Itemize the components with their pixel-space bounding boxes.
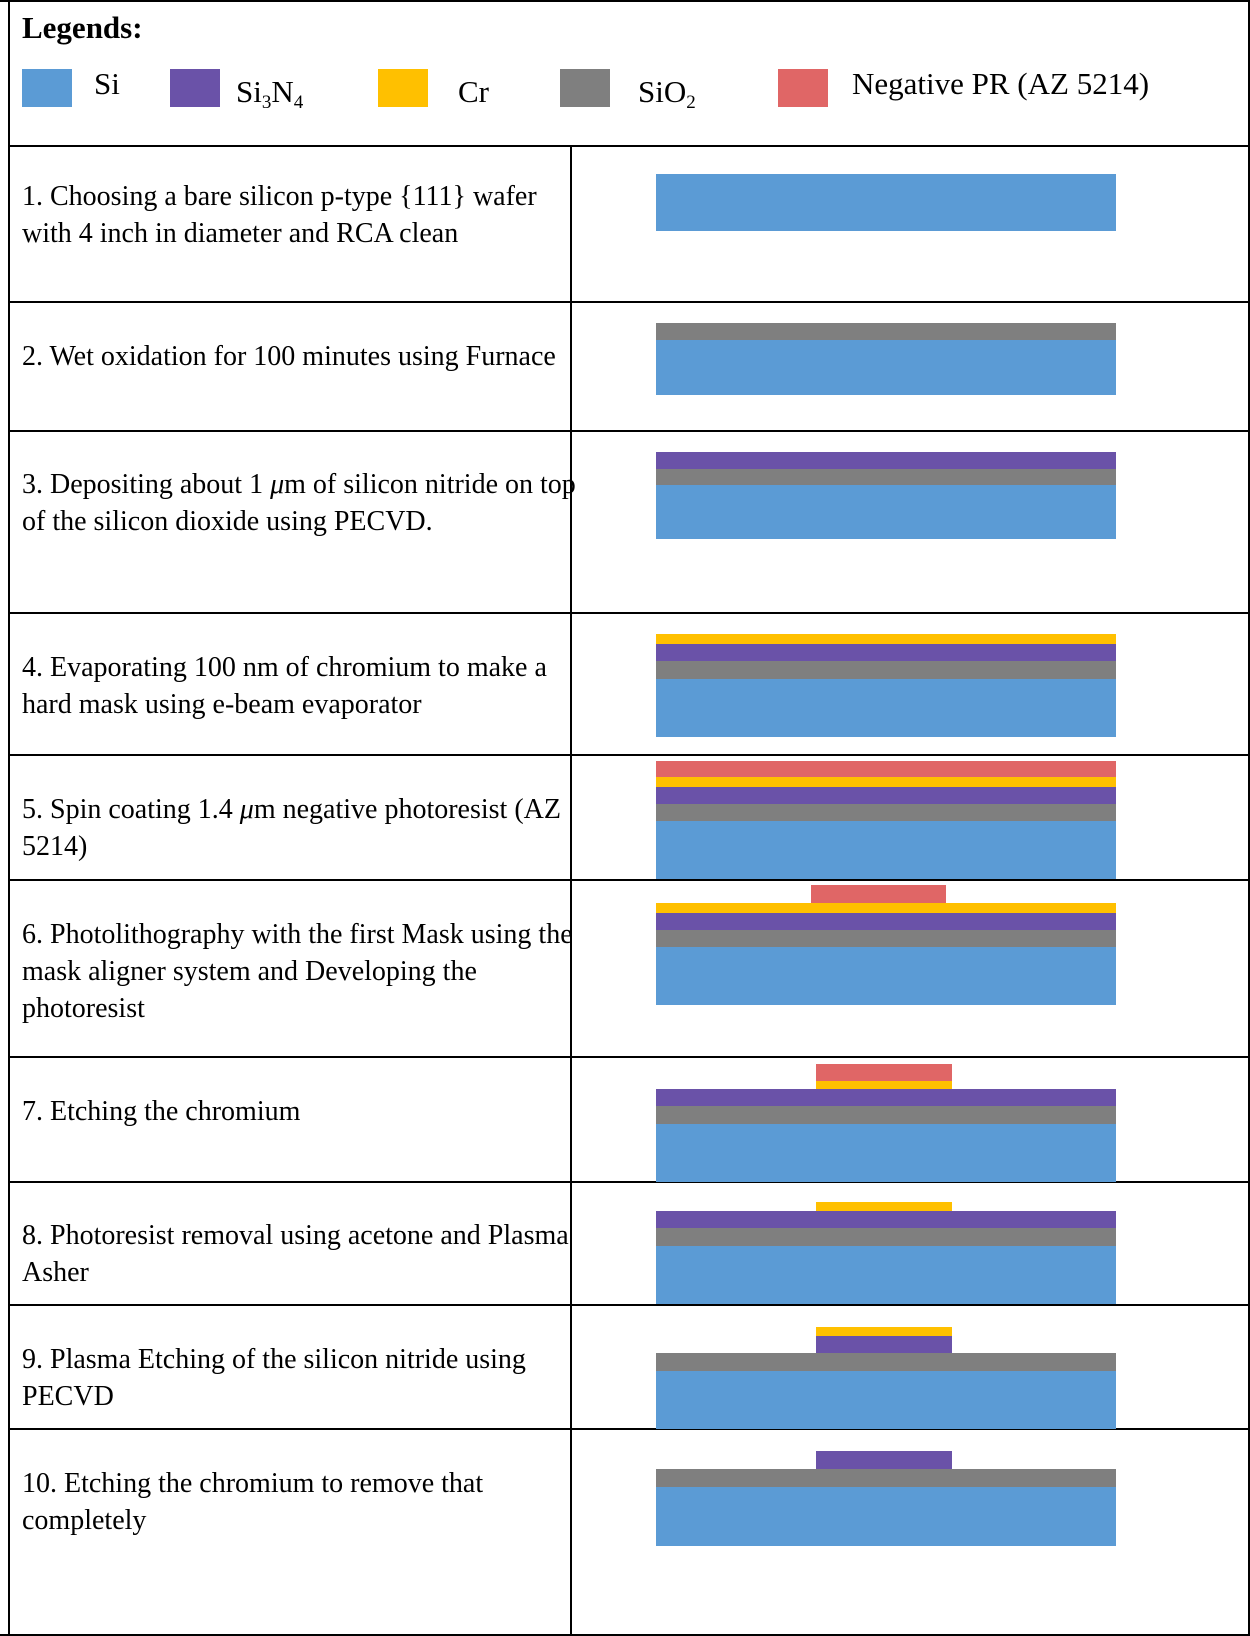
- step-5-text: 5. Spin coating 1.4 μm negative photores…: [22, 794, 561, 862]
- row-divider: [8, 879, 1250, 881]
- step-2-text: 2. Wet oxidation for 100 minutes using F…: [22, 341, 556, 372]
- step-2-diagram: [656, 323, 1116, 395]
- row-divider: [8, 1181, 1250, 1183]
- step-1-diagram: [656, 174, 1116, 231]
- sio2-layer: [656, 323, 1116, 340]
- legend-label-cr: Cr: [458, 74, 489, 109]
- si3n4-layer: [656, 452, 1116, 469]
- si-layer: [656, 1487, 1116, 1546]
- step-9-text: 9. Plasma Etching of the silicon nitride…: [22, 1344, 526, 1412]
- step-10-text: 10. Etching the chromium to remove that …: [22, 1468, 484, 1536]
- step-8-text: 8. Photoresist removal using acetone and…: [22, 1220, 569, 1288]
- step-9-diagram: [656, 1327, 1116, 1429]
- cr-pattern: [816, 1081, 952, 1089]
- row-divider: [8, 1056, 1250, 1058]
- legend-swatch-si: [22, 69, 72, 107]
- column-divider-middle: [570, 145, 572, 1636]
- si-layer: [656, 679, 1116, 737]
- step-1-text: 1. Choosing a bare silicon p-type {111} …: [22, 181, 537, 249]
- legend-label-si: Si: [94, 66, 120, 101]
- step-7-text: 7. Etching the chromium: [22, 1096, 301, 1127]
- si3n4-layer: [656, 644, 1116, 661]
- si3n4-layer: [656, 1089, 1116, 1106]
- row-divider: [8, 430, 1250, 432]
- si-layer: [656, 947, 1116, 1005]
- legend-swatch-sio2: [560, 69, 610, 107]
- si3n4-layer: [656, 787, 1116, 804]
- step-6-text: 6. Photolithography with the first Mask …: [22, 919, 573, 1024]
- row-divider: [8, 1304, 1250, 1306]
- step-4-text: 4. Evaporating 100 nm of chromium to mak…: [22, 652, 547, 720]
- si-layer: [656, 1246, 1116, 1304]
- legend-label-sio2: SiO2: [638, 74, 696, 113]
- legend-label-pr: Negative PR (AZ 5214): [852, 66, 1150, 101]
- legend-label-si3n4: Si3N4: [236, 74, 304, 113]
- legend-swatch-pr: [778, 69, 828, 107]
- si-layer: [656, 821, 1116, 879]
- row-divider: [8, 612, 1250, 614]
- row-divider: [8, 754, 1250, 756]
- pr-pattern: [816, 1064, 952, 1081]
- column-divider-left: [8, 0, 10, 1636]
- sio2-layer: [656, 1106, 1116, 1124]
- step-4-diagram: [656, 634, 1116, 737]
- sio2-layer: [656, 930, 1116, 947]
- row-divider: [8, 145, 1250, 147]
- sio2-layer: [656, 1353, 1116, 1371]
- step-8-diagram: [656, 1202, 1116, 1304]
- si3n4-pattern: [816, 1336, 952, 1353]
- pr-pattern: [811, 885, 946, 903]
- legend-title: Legends:: [22, 10, 143, 45]
- row-divider: [8, 301, 1250, 303]
- si-layer: [656, 174, 1116, 231]
- step-5-diagram: [656, 761, 1116, 879]
- step-6-diagram: [656, 885, 1116, 1005]
- si-layer: [656, 1371, 1116, 1429]
- cr-pattern: [816, 1202, 952, 1211]
- legend-swatch-si3n4: [170, 69, 220, 107]
- sio2-layer: [656, 469, 1116, 485]
- step-3-diagram: [656, 452, 1116, 539]
- step-7-diagram: [656, 1064, 1116, 1182]
- step-10-diagram: [656, 1451, 1116, 1546]
- cr-layer: [656, 903, 1116, 913]
- si-layer: [656, 340, 1116, 395]
- si3n4-layer: [656, 1211, 1116, 1228]
- row-divider: [8, 1428, 1250, 1430]
- sio2-layer: [656, 1228, 1116, 1246]
- si3n4-pattern: [816, 1451, 952, 1469]
- step-3-text: 3. Depositing about 1 μm of silicon nitr…: [22, 469, 576, 537]
- si-layer: [656, 485, 1116, 539]
- si3n4-layer: [656, 913, 1116, 930]
- cr-pattern: [816, 1327, 952, 1336]
- sio2-layer: [656, 661, 1116, 679]
- sio2-layer: [656, 1469, 1116, 1487]
- cr-layer: [656, 777, 1116, 787]
- sio2-layer: [656, 804, 1116, 821]
- pr-layer: [656, 761, 1116, 777]
- legend-swatch-cr: [378, 69, 428, 107]
- cr-layer: [656, 634, 1116, 644]
- row-divider: [0, 0, 1250, 2]
- si-layer: [656, 1124, 1116, 1182]
